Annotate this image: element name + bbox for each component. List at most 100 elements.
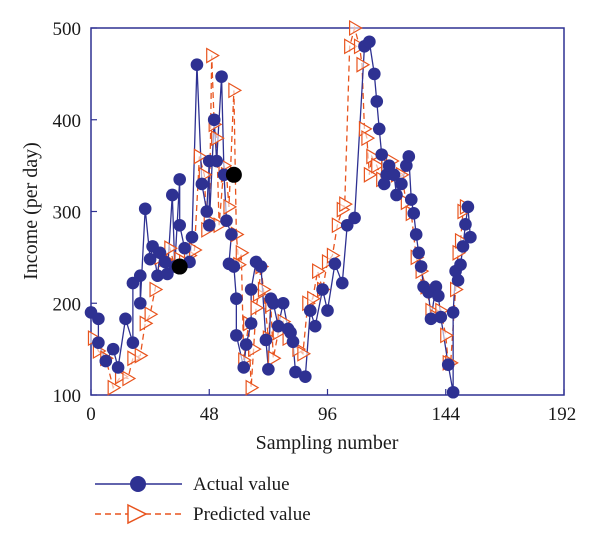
series-layer — [84, 19, 477, 399]
predicted-point — [307, 290, 321, 307]
actual-point — [459, 218, 472, 231]
predicted-point — [356, 56, 371, 73]
predicted-point — [297, 345, 312, 362]
x-tick-label: 192 — [548, 404, 577, 425]
x-axis-title: Sampling number — [256, 432, 399, 454]
actual-point — [441, 358, 455, 372]
predicted-point — [363, 166, 378, 183]
predicted-point — [371, 157, 385, 174]
y-tick-label: 500 — [53, 19, 82, 40]
actual-point — [239, 338, 253, 351]
actual-point — [126, 336, 140, 350]
plot-frame — [90, 27, 565, 396]
predicted-point — [223, 198, 238, 215]
actual-point — [446, 306, 460, 319]
predicted-point — [122, 370, 137, 387]
actual-point — [227, 260, 241, 273]
x-tick-label: 144 — [432, 404, 461, 425]
actual-point — [335, 276, 349, 290]
predicted-point — [164, 240, 179, 257]
actual-point — [119, 312, 132, 326]
predicted-point — [206, 47, 220, 64]
actual-point — [328, 257, 342, 271]
actual-point — [151, 269, 164, 283]
predicted-point — [361, 130, 376, 147]
x-tick-label: 0 — [86, 404, 96, 425]
actual-point — [267, 296, 280, 310]
predicted-point — [257, 281, 272, 298]
actual-point — [432, 289, 445, 303]
actual-point — [363, 35, 376, 49]
y-axis-ticks: 100 200 300 400 500 — [53, 19, 97, 407]
highlighted-point — [225, 166, 242, 183]
actual-point — [414, 260, 428, 273]
predicted-point — [348, 19, 363, 37]
actual-point — [461, 200, 475, 214]
actual-point — [254, 260, 268, 273]
predicted-point — [339, 196, 353, 213]
actual-point — [321, 304, 334, 317]
predicted-point — [149, 281, 164, 298]
x-tick-label: 48 — [200, 404, 219, 425]
actual-point — [158, 255, 172, 269]
predicted-point — [127, 350, 142, 367]
predicted-point — [134, 347, 149, 364]
actual-point — [372, 122, 386, 136]
actual-point — [262, 363, 275, 376]
actual-point — [225, 228, 238, 241]
predicted-point — [144, 306, 159, 323]
actual-point — [370, 95, 384, 108]
predicted-point — [211, 130, 225, 147]
y-tick-label: 100 — [53, 386, 82, 407]
actual-point — [308, 319, 322, 333]
highlighted-point — [171, 258, 188, 275]
actual-point — [215, 70, 228, 83]
actual-point — [237, 361, 251, 374]
actual-point — [230, 292, 243, 305]
predicted-point — [267, 350, 282, 367]
actual-point — [390, 188, 403, 202]
y-tick-label: 300 — [53, 203, 82, 224]
predicted-point — [107, 379, 122, 396]
actual-point — [207, 113, 221, 127]
actual-point — [200, 205, 214, 218]
predicted-point — [228, 82, 243, 99]
actual-point — [244, 283, 258, 296]
predicted-point — [193, 148, 208, 165]
actual-point — [99, 354, 113, 368]
actual-point — [173, 173, 186, 186]
actual-point — [299, 370, 312, 383]
actual-point — [259, 333, 273, 347]
actual-point — [173, 218, 186, 232]
actual-point — [375, 148, 388, 161]
actual-point — [143, 252, 157, 266]
x-tick-label: 96 — [318, 404, 337, 425]
actual-point — [395, 177, 408, 191]
legend-predicted-marker — [127, 503, 148, 525]
actual-point — [434, 310, 448, 324]
actual-point — [178, 241, 191, 255]
predicted-point — [440, 327, 454, 344]
y-tick-label: 400 — [53, 111, 82, 132]
actual-point — [368, 67, 381, 81]
actual-point — [446, 385, 460, 399]
actual-point — [185, 230, 199, 244]
actual-point — [165, 188, 179, 202]
actual-point — [138, 202, 152, 216]
actual-point — [230, 329, 243, 342]
predicted-point — [331, 217, 346, 234]
actual-point — [303, 304, 317, 317]
y-axis-title: Income (per day) — [20, 142, 42, 280]
actual-point — [456, 240, 470, 253]
actual-point — [202, 218, 216, 232]
actual-point — [106, 342, 120, 356]
x-axis-ticks: 0 48 96 144 192 — [86, 389, 576, 425]
legend-predicted-label: Predicted value — [193, 504, 311, 525]
actual-point — [387, 168, 401, 182]
legend-actual-marker — [130, 476, 146, 492]
actual-point — [409, 228, 423, 241]
actual-point — [92, 336, 105, 350]
actual-point — [407, 207, 421, 220]
actual-point — [454, 258, 467, 272]
actual-point — [316, 283, 329, 296]
